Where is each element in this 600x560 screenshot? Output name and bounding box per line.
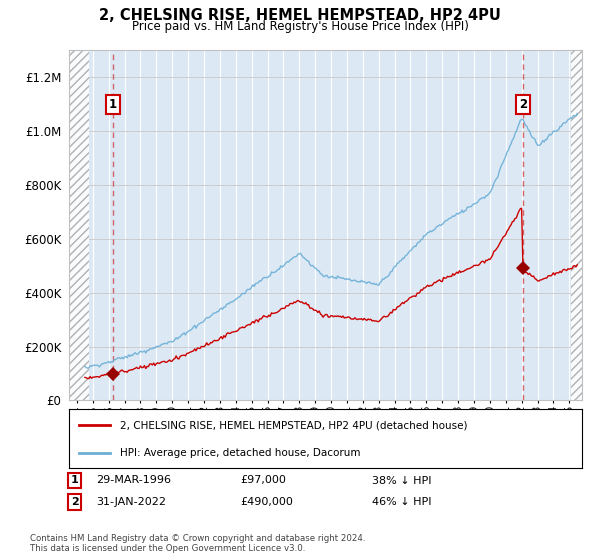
Text: Price paid vs. HM Land Registry's House Price Index (HPI): Price paid vs. HM Land Registry's House … [131,20,469,32]
Text: £97,000: £97,000 [240,475,286,486]
Text: 2, CHELSING RISE, HEMEL HEMPSTEAD, HP2 4PU (detached house): 2, CHELSING RISE, HEMEL HEMPSTEAD, HP2 4… [121,421,468,431]
Text: 38% ↓ HPI: 38% ↓ HPI [372,475,431,486]
Bar [69,50,89,400]
Text: HPI: Average price, detached house, Dacorum: HPI: Average price, detached house, Daco… [121,449,361,458]
Text: 2: 2 [519,98,527,111]
Text: Contains HM Land Registry data © Crown copyright and database right 2024.
This d: Contains HM Land Registry data © Crown c… [30,534,365,553]
Text: 1: 1 [109,98,116,111]
Text: 2, CHELSING RISE, HEMEL HEMPSTEAD, HP2 4PU: 2, CHELSING RISE, HEMEL HEMPSTEAD, HP2 4… [99,8,501,24]
Bar [571,50,582,400]
Bar [571,50,582,400]
Text: 29-MAR-1996: 29-MAR-1996 [96,475,171,486]
Text: 31-JAN-2022: 31-JAN-2022 [96,497,166,507]
Text: £490,000: £490,000 [240,497,293,507]
Text: 1: 1 [71,475,79,486]
Bar [69,50,89,400]
Text: 2: 2 [71,497,79,507]
Text: 46% ↓ HPI: 46% ↓ HPI [372,497,431,507]
